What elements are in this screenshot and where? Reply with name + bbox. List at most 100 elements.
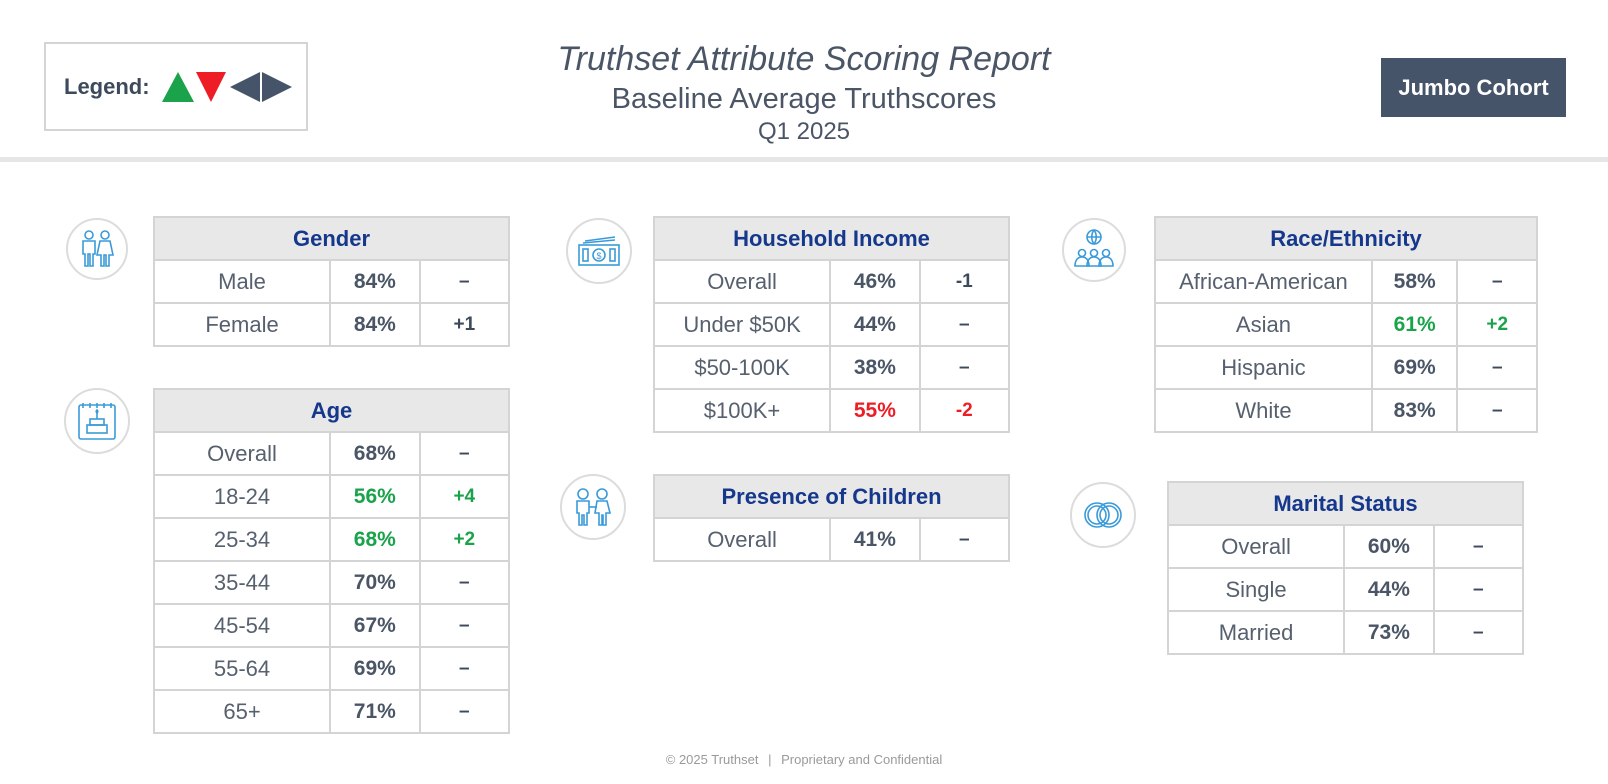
row-score: 41% <box>829 517 921 562</box>
legend-box: Legend: <box>44 42 308 131</box>
row-change: – <box>1456 345 1538 390</box>
row-label: 25-34 <box>152 517 332 562</box>
wedding-rings-icon <box>1070 482 1136 548</box>
table-row: Hispanic 69% – <box>1154 345 1538 390</box>
report-header: Legend: Truthset Attribute Scoring Repor… <box>0 0 1608 162</box>
birthday-cake-icon <box>64 388 130 454</box>
row-label: 55-64 <box>152 646 332 691</box>
table-row: Female 84% +1 <box>152 302 511 347</box>
table-row: 45-54 67% – <box>152 603 511 648</box>
table-row: Asian 61% +2 <box>1154 302 1538 347</box>
table-row: Married 73% – <box>1166 610 1525 655</box>
legend-arrows-icon <box>161 71 292 102</box>
row-score: 69% <box>329 646 421 691</box>
row-score: 55% <box>829 388 921 433</box>
row-score: 46% <box>829 259 921 304</box>
row-score: 44% <box>1343 567 1435 612</box>
down-triangle-icon <box>195 71 226 102</box>
table-row: 25-34 68% +2 <box>152 517 511 562</box>
table-row: 18-24 56% +4 <box>152 474 511 519</box>
footer-separator: | <box>768 752 772 767</box>
row-score: 58% <box>1370 259 1459 304</box>
row-label: Male <box>152 259 332 304</box>
table-row: Overall 60% – <box>1166 524 1525 569</box>
row-score: 70% <box>329 560 421 605</box>
children-icon <box>560 474 626 540</box>
household-income-table-title: Household Income <box>653 216 1010 261</box>
row-change: – <box>1432 567 1525 612</box>
row-score: 71% <box>329 689 421 734</box>
row-change: – <box>418 560 511 605</box>
marital-status-table-title: Marital Status <box>1167 481 1524 526</box>
row-change: – <box>418 431 511 476</box>
presence-of-children-table: Presence of Children Overall 41% – <box>652 474 1011 562</box>
row-change: -1 <box>918 259 1011 304</box>
gender-icon <box>66 218 128 280</box>
footer-copyright: © 2025 Truthset <box>665 752 759 767</box>
row-score: 44% <box>829 302 921 347</box>
gender-table-title: Gender <box>153 216 510 261</box>
gender-table: Gender Male 84% – Female 84% +1 <box>152 216 511 347</box>
row-label: Asian <box>1154 302 1373 347</box>
row-label: Overall <box>152 431 332 476</box>
row-change: +2 <box>1456 302 1538 347</box>
row-label: Single <box>1166 567 1346 612</box>
table-row: Male 84% – <box>152 259 511 304</box>
row-label: 45-54 <box>152 603 332 648</box>
money-bill-icon: $ <box>566 218 632 284</box>
row-label: Hispanic <box>1154 345 1373 390</box>
row-label: 65+ <box>152 689 332 734</box>
svg-text:$: $ <box>596 251 601 261</box>
row-label: White <box>1154 388 1373 433</box>
row-change: – <box>918 517 1011 562</box>
marital-status-table: Marital Status Overall 60% – Single 44% – Marr… <box>1166 481 1525 655</box>
household-income-table: Household Income Overall 46% -1 Under $50K 4… <box>652 216 1011 433</box>
row-label: Married <box>1166 610 1346 655</box>
table-row: African-American 58% – <box>1154 259 1538 304</box>
table-row: Overall 68% – <box>152 431 511 476</box>
row-change: – <box>918 302 1011 347</box>
table-row: $100K+ 55% -2 <box>652 388 1011 433</box>
row-label: 35-44 <box>152 560 332 605</box>
table-row: 55-64 69% – <box>152 646 511 691</box>
row-change: – <box>918 345 1011 390</box>
report-title: Truthset Attribute Scoring Report <box>557 40 1051 78</box>
row-label: Overall <box>1166 524 1346 569</box>
row-score: 84% <box>329 302 421 347</box>
people-group-icon <box>1062 218 1126 282</box>
row-score: 60% <box>1343 524 1435 569</box>
row-label: 18-24 <box>152 474 332 519</box>
row-change: – <box>1432 524 1525 569</box>
table-row: Overall 46% -1 <box>652 259 1011 304</box>
row-score: 38% <box>829 345 921 390</box>
row-label: Female <box>152 302 332 347</box>
row-label: $50-100K <box>652 345 832 390</box>
row-change: +1 <box>418 302 511 347</box>
left-triangle-icon <box>229 71 260 102</box>
row-change: -2 <box>918 388 1011 433</box>
row-score: 56% <box>329 474 421 519</box>
table-row: 35-44 70% – <box>152 560 511 605</box>
report-period: Q1 2025 <box>757 118 851 145</box>
row-change: +4 <box>418 474 511 519</box>
race-ethnicity-table-title: Race/Ethnicity <box>1154 216 1538 261</box>
row-score: 68% <box>329 431 421 476</box>
legend-label: Legend: <box>64 73 150 99</box>
footer: © 2025 Truthset | Proprietary and Confid… <box>0 752 1608 767</box>
row-score: 69% <box>1370 345 1459 390</box>
row-change: – <box>418 646 511 691</box>
row-change: +2 <box>418 517 511 562</box>
row-score: 83% <box>1370 388 1459 433</box>
row-change: – <box>418 259 511 304</box>
race-ethnicity-table: Race/Ethnicity African-American 58% – Asian… <box>1154 216 1538 433</box>
row-change: – <box>418 603 511 648</box>
table-row: White 83% – <box>1154 388 1538 433</box>
table-row: Under $50K 44% – <box>652 302 1011 347</box>
footer-notice: Proprietary and Confidential <box>781 752 943 767</box>
row-score: 73% <box>1343 610 1435 655</box>
row-score: 68% <box>329 517 421 562</box>
age-table-title: Age <box>153 388 510 433</box>
row-change: – <box>1456 388 1538 433</box>
row-score: 67% <box>329 603 421 648</box>
cohort-badge: Jumbo Cohort <box>1381 58 1566 117</box>
